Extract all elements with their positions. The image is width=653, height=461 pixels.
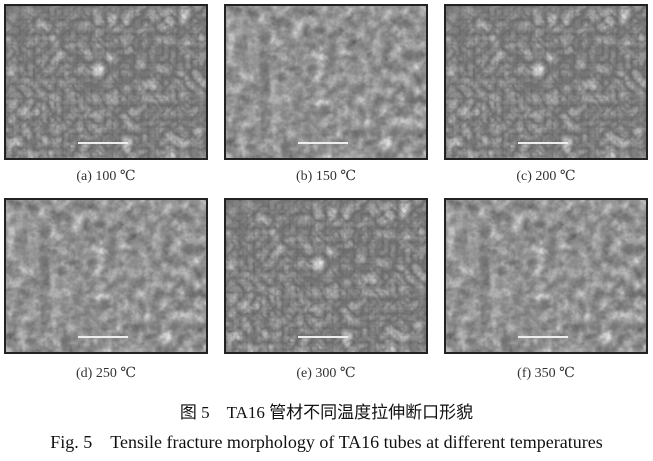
panel-label-b: (b) 150 ℃ (296, 169, 356, 184)
sem-image-e (224, 198, 428, 354)
sem-image-c (444, 4, 648, 160)
scale-bar (518, 336, 568, 338)
scale-bar (518, 142, 568, 144)
scale-bar (298, 142, 348, 144)
sem-image-b (224, 4, 428, 160)
scale-bar (78, 142, 128, 144)
panel-label-c: (c) 200 ℃ (516, 169, 576, 184)
sem-image-f (444, 198, 648, 354)
sem-image-d (4, 198, 208, 354)
panel-label-d: (d) 250 ℃ (76, 366, 136, 381)
scale-bar (78, 336, 128, 338)
panel-label-f: (f) 350 ℃ (517, 366, 575, 381)
figure-caption-english: Fig. 5 Tensile fracture morphology of TA… (50, 432, 603, 452)
sem-image-a (4, 4, 208, 160)
scale-bar (298, 336, 348, 338)
panel-label-a: (a) 100 ℃ (76, 169, 136, 184)
panel-label-e: (e) 300 ℃ (296, 366, 356, 381)
figure-caption-chinese: 图 5 TA16 管材不同温度拉伸断口形貌 (179, 403, 474, 422)
